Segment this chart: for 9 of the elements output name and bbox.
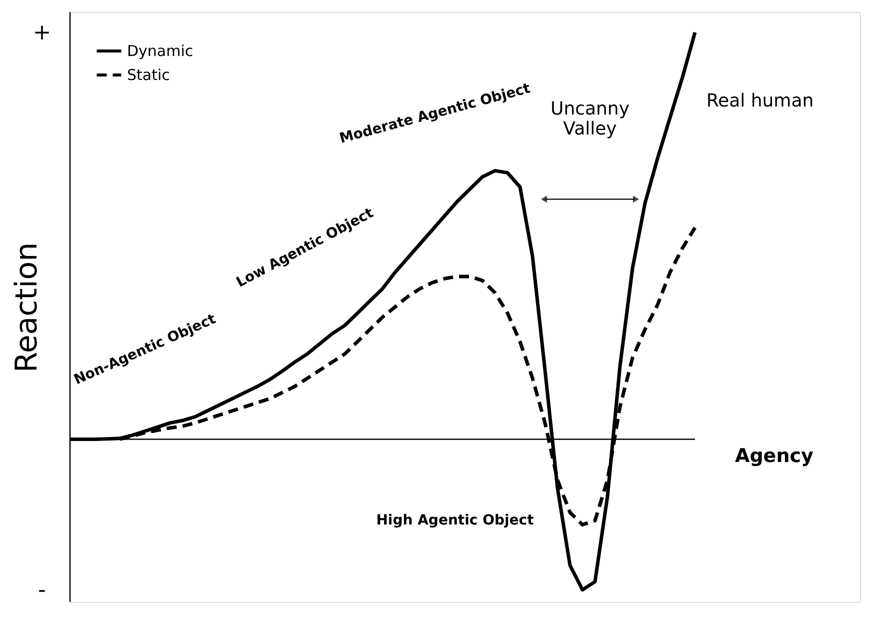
text: Real human: [706, 90, 814, 112]
x-axis-title: Agency: [735, 445, 814, 468]
legend-label: Static: [127, 66, 170, 84]
annotation: Uncanny Valley: [550, 98, 630, 140]
text: -: [38, 578, 46, 603]
annotation: High Agentic Object: [376, 512, 534, 529]
legend-label: Dynamic: [127, 42, 194, 60]
y-axis-title: Reaction: [10, 242, 44, 373]
text: +: [32, 20, 52, 46]
